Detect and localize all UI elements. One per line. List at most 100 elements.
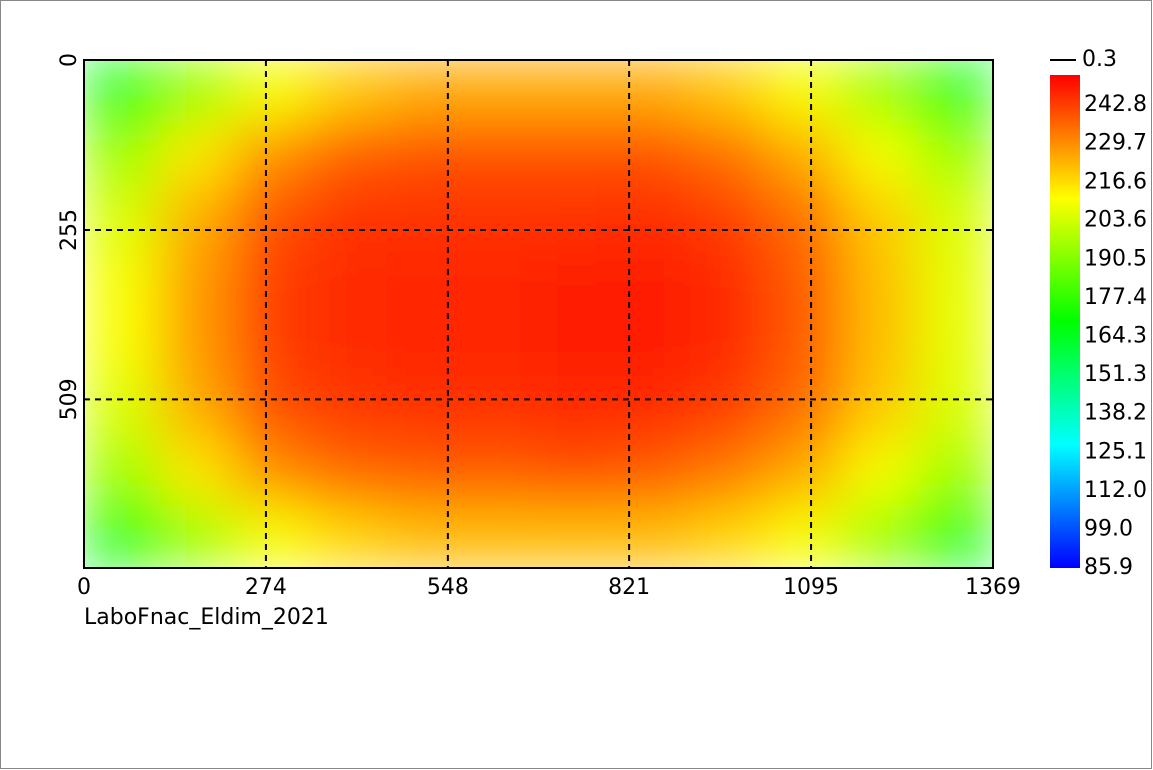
heat-cell <box>235 504 312 568</box>
heat-cell <box>614 250 691 315</box>
heat-cell <box>84 250 161 315</box>
heat-cell <box>311 123 388 188</box>
x-tick-label: 1369 <box>965 575 1021 600</box>
y-tick-label: 255 <box>57 209 82 251</box>
heat-cell <box>462 377 539 442</box>
heat-cell <box>538 60 615 124</box>
heat-cell <box>235 441 312 505</box>
heat-cell <box>311 250 388 315</box>
heat-cell <box>235 250 312 315</box>
heat-cell <box>538 504 615 568</box>
heat-cell <box>765 441 842 505</box>
colorbar-tick-label: 85.9 <box>1084 555 1133 580</box>
colorbar-tick-label: 229.7 <box>1084 131 1147 156</box>
heat-cell <box>84 504 161 568</box>
heat-cell <box>917 187 993 251</box>
heat-cell <box>538 187 615 251</box>
heat-cell <box>311 377 388 442</box>
heat-cell <box>765 250 842 315</box>
heat-cell <box>311 60 388 124</box>
heat-cell <box>690 441 767 505</box>
heat-cell <box>235 314 312 378</box>
heat-cell <box>841 314 918 378</box>
heat-cell <box>387 377 464 442</box>
heat-cell <box>917 441 993 505</box>
x-tick-label: 821 <box>608 575 650 600</box>
heat-cell <box>462 314 539 378</box>
heat-cell <box>538 377 615 442</box>
heatmap <box>84 60 993 568</box>
heat-cell <box>690 314 767 378</box>
heat-cell <box>235 377 312 442</box>
x-tick-label: 274 <box>245 575 287 600</box>
heat-cell <box>159 60 236 124</box>
heat-cell <box>159 441 236 505</box>
colorbar-tick-label: 177.4 <box>1084 285 1147 310</box>
heat-cell <box>765 123 842 188</box>
heat-cell <box>84 123 161 188</box>
heat-cell <box>765 377 842 442</box>
heat-cell <box>387 123 464 188</box>
colorbar-tick-label: 164.3 <box>1084 324 1147 349</box>
heat-cell <box>690 504 767 568</box>
heat-cell <box>311 314 388 378</box>
heat-cell <box>159 504 236 568</box>
heat-cell <box>841 250 918 315</box>
heat-cell <box>462 250 539 315</box>
heat-cell <box>538 441 615 505</box>
heat-cell <box>84 187 161 251</box>
heat-cell <box>84 314 161 378</box>
heat-cell <box>841 441 918 505</box>
heat-cell <box>841 187 918 251</box>
colorbar-tick-label: 190.5 <box>1084 246 1147 271</box>
heat-cell <box>462 60 539 124</box>
heat-cell <box>614 123 691 188</box>
colorbar-tick-label: 203.6 <box>1084 208 1147 233</box>
colorbar-marker-label: 0.3 <box>1082 47 1117 72</box>
heat-cell <box>159 123 236 188</box>
heat-cell <box>538 314 615 378</box>
heat-cell <box>765 187 842 251</box>
heat-cell <box>84 60 161 124</box>
heat-cell <box>387 60 464 124</box>
heat-cell <box>311 187 388 251</box>
heat-cell <box>462 441 539 505</box>
colorbar-tick-label: 99.0 <box>1084 516 1133 541</box>
heat-cell <box>917 60 993 124</box>
y-tick-label: 0 <box>57 53 82 67</box>
heat-cell <box>84 377 161 442</box>
heat-cell <box>387 314 464 378</box>
heat-cell <box>84 441 161 505</box>
heat-cell <box>917 504 993 568</box>
heat-cell <box>614 377 691 442</box>
x-tick-label: 548 <box>427 575 469 600</box>
heat-cell <box>765 314 842 378</box>
heat-cell <box>159 314 236 378</box>
heat-cell <box>462 504 539 568</box>
colorbar-tick-label: 125.1 <box>1084 439 1147 464</box>
heat-cell <box>614 60 691 124</box>
heat-cell <box>765 504 842 568</box>
caption: LaboFnac_Eldim_2021 <box>84 605 329 630</box>
colorbar-tick-label: 242.8 <box>1084 92 1147 117</box>
heat-cell <box>387 504 464 568</box>
heat-cell <box>841 60 918 124</box>
colorbar-tick-label: 151.3 <box>1084 362 1147 387</box>
x-tick-label: 0 <box>77 575 91 600</box>
heat-cell <box>538 250 615 315</box>
colorbar-tick-label: 138.2 <box>1084 401 1147 426</box>
heat-cell <box>387 187 464 251</box>
heat-cell <box>235 187 312 251</box>
heat-cell <box>387 250 464 315</box>
heat-cell <box>917 250 993 315</box>
heat-cell <box>159 377 236 442</box>
heat-cell <box>387 441 464 505</box>
heat-cell <box>235 123 312 188</box>
heat-cell <box>614 441 691 505</box>
heat-cell <box>917 377 993 442</box>
heat-cell <box>690 187 767 251</box>
heat-cell <box>690 60 767 124</box>
heat-cell <box>614 504 691 568</box>
